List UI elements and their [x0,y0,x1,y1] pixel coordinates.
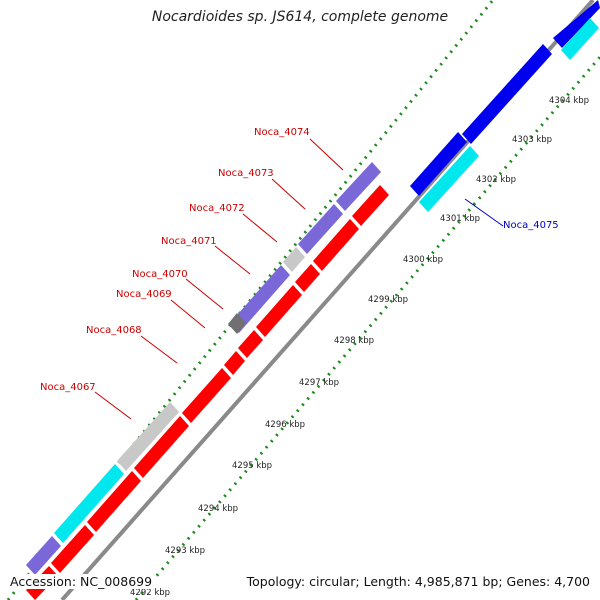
leader-4072 [242,213,278,243]
kbp-label-4297: 4297 kbp [299,378,339,388]
kbp-label-4299: 4299 kbp [368,295,408,305]
leader-4068 [140,335,178,364]
cds-red-2[interactable] [313,219,359,271]
reverse-cds-track [410,0,600,196]
gene-label-noca-4072[interactable]: Noca_4072 [189,203,245,214]
leader-lines [94,138,504,420]
cds-red-8[interactable] [134,416,189,478]
kbp-label-4295: 4295 kbp [232,461,272,471]
forward-cds-track [26,185,389,600]
leader-4075 [464,198,504,227]
leader-4071 [214,245,251,275]
cds-red-3[interactable] [295,264,320,292]
cds-blue-2[interactable] [462,44,552,144]
cds-red-9[interactable] [87,471,141,532]
kbp-tick-labels: 4292 kbp 4293 kbp 4294 kbp 4295 kbp 4296… [130,96,589,598]
cds-blue-top[interactable] [553,0,600,48]
kbp-label-4296: 4296 kbp [265,420,305,430]
feature-darkgray[interactable] [228,313,246,334]
cds-red-7[interactable] [182,368,231,423]
feature-cyan-forward[interactable] [54,464,124,543]
gene-label-noca-4069[interactable]: Noca_4069 [116,289,172,300]
leader-4070 [185,278,224,310]
forward-other-track [26,162,381,575]
kbp-label-4302: 4302 kbp [476,175,516,185]
feature-purple-top[interactable] [336,162,381,211]
gene-label-noca-4075[interactable]: Noca_4075 [503,220,559,231]
leader-4067 [94,391,132,420]
feature-purple-2[interactable] [298,204,343,254]
gene-label-noca-4070[interactable]: Noca_4070 [132,269,188,280]
cds-red-1[interactable] [352,185,389,226]
leader-4069 [170,299,206,329]
gene-label-noca-4074[interactable]: Noca_4074 [254,127,310,138]
kbp-label-4298: 4298 kbp [334,336,374,346]
feature-purple-3[interactable] [230,265,290,333]
cds-red-5[interactable] [238,330,263,358]
feature-lightgray-long[interactable] [117,402,179,471]
topology-text: Topology: circular; Length: 4,985,871 bp… [244,574,592,589]
cds-blue-3[interactable] [410,132,467,196]
gene-labels: Noca_4074 Noca_4073 Noca_4072 Noca_4071 … [40,127,559,393]
cds-red-4[interactable] [256,285,302,337]
leader-4074 [309,138,344,171]
gene-label-noca-4068[interactable]: Noca_4068 [86,325,142,336]
map-title: Nocardioides sp. JS614, complete genome [151,9,449,25]
kbp-label-4300: 4300 kbp [403,255,443,265]
cds-red-10[interactable] [51,525,94,573]
kbp-label-4292: 4292 kbp [130,588,170,598]
feature-gray-small[interactable] [283,247,305,272]
kbp-label-4294: 4294 kbp [198,504,238,514]
kbp-label-4301: 4301 kbp [440,214,480,224]
feature-cyan-reverse[interactable] [419,146,479,212]
kbp-label-4303: 4303 kbp [512,135,552,145]
reverse-other-track [419,18,599,212]
feature-cyan-top[interactable] [561,18,599,60]
accession-text: Accession: NC_008699 [8,574,155,589]
kbp-label-4304: 4304 kbp [549,96,589,106]
cds-red-6[interactable] [224,351,245,375]
feature-purple-bottom[interactable] [26,536,61,575]
gene-label-noca-4067[interactable]: Noca_4067 [40,382,96,393]
leader-4073 [271,178,306,210]
gene-label-noca-4073[interactable]: Noca_4073 [218,168,274,179]
kbp-label-4293: 4293 kbp [165,546,205,556]
gene-label-noca-4071[interactable]: Noca_4071 [161,236,217,247]
